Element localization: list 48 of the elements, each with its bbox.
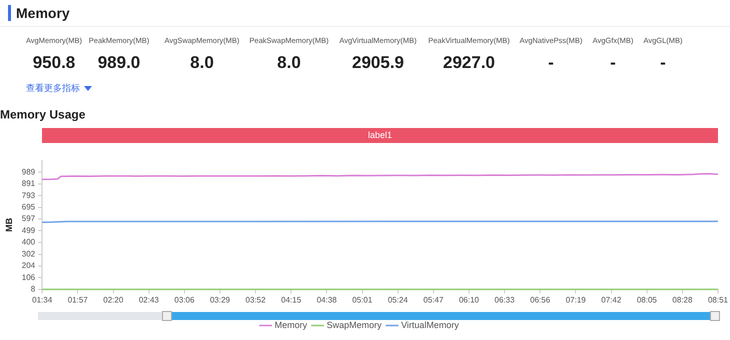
text: Memory: [15, 4, 70, 22]
x-tick-label: 04:38: [316, 295, 338, 304]
text: 2905.9: [351, 53, 405, 73]
y-tick-label: 499: [22, 226, 36, 235]
x-tick-label: 08:05: [636, 295, 658, 304]
x-tick-label: 07:19: [566, 295, 586, 304]
label-banner: label1: [42, 128, 718, 143]
x-tick-label: 06:33: [494, 295, 516, 304]
text: 查看更多指标: [26, 83, 80, 93]
text: 989.0: [96, 53, 142, 73]
legend-label: VirtualMemory: [401, 320, 460, 330]
y-tick-label: 204: [22, 261, 36, 270]
text: 950.8: [32, 53, 76, 73]
text: -: [659, 53, 667, 73]
x-tick-label: 05:24: [388, 295, 408, 304]
text: 8.0: [276, 53, 302, 73]
y-tick-label: 695: [22, 202, 36, 212]
text: -: [547, 53, 555, 73]
x-tick-label: 05:47: [423, 295, 444, 304]
y-tick-label: 597: [22, 214, 36, 224]
y-tick-label: 891: [22, 179, 36, 188]
x-tick-label: 03:29: [210, 295, 231, 304]
y-tick-label: 989: [22, 167, 36, 176]
text: -: [609, 53, 617, 73]
text: 2927.0: [442, 53, 496, 73]
y-axis-title: MB: [4, 217, 14, 232]
x-tick-label: 08:28: [672, 295, 693, 304]
y-tick-label: 106: [22, 272, 36, 282]
x-tick-label: 05:01: [352, 295, 373, 304]
text: 8.0: [189, 53, 215, 73]
x-tick-label: 06:10: [458, 295, 480, 304]
y-tick-label: 793: [22, 190, 36, 200]
legend-label: SwapMemory: [326, 320, 382, 330]
y-tick-label: 400: [22, 238, 36, 247]
x-tick-label: 01:57: [68, 295, 88, 304]
legend-label: Memory: [274, 320, 308, 330]
x-tick-label: 03:52: [246, 295, 266, 304]
chart-title: Memory Usage: [0, 108, 86, 122]
x-tick-label: 02:43: [138, 295, 160, 304]
x-tick-label: 06:56: [530, 295, 551, 304]
y-tick-label: 302: [22, 249, 36, 258]
x-tick-label: 01:34: [32, 295, 53, 304]
x-tick-label: 02:20: [103, 295, 124, 304]
x-tick-label: 07:42: [601, 295, 622, 304]
x-tick-label: 08:51: [708, 295, 729, 304]
x-tick-label: 04:15: [281, 295, 302, 304]
y-tick-label: 8: [30, 284, 36, 294]
x-tick-label: 03:06: [174, 295, 195, 304]
